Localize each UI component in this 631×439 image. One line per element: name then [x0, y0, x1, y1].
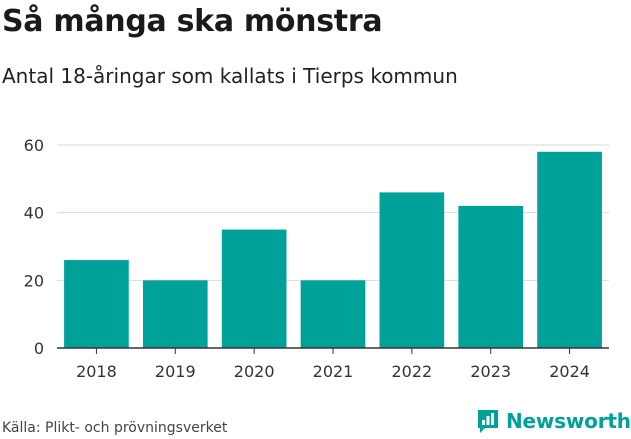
newsworthy-logo-icon — [478, 410, 498, 433]
source-note: Källa: Plikt- och prövningsverket — [2, 420, 228, 436]
bar-2020 — [221, 229, 287, 348]
chart-subtitle: Antal 18-åringar som kallats i Tierps ko… — [2, 64, 458, 88]
x-tick-label-2024: 2024 — [549, 362, 590, 381]
x-tick-label-2018: 2018 — [76, 362, 117, 381]
bar-2022 — [379, 192, 445, 348]
bar-chart: 0 20 40 60 2018 2019 2020 2021 2022 2023 2024 — [24, 136, 609, 381]
chart-title: Så många ska mönstra — [2, 4, 383, 39]
bar-2021 — [300, 280, 366, 348]
x-tick-label-2020: 2020 — [234, 362, 275, 381]
brand-name: Newsworthy — [506, 409, 631, 433]
x-tick-label-2021: 2021 — [313, 362, 354, 381]
bar-2024 — [537, 151, 602, 348]
y-tick-label-20: 20 — [24, 271, 44, 290]
bar-2019 — [142, 280, 208, 348]
brand-logo: Newsworthy — [476, 408, 631, 434]
bar-2018 — [64, 260, 129, 348]
y-tick-label-0: 0 — [34, 339, 44, 358]
y-tick-label-60: 60 — [24, 136, 44, 155]
x-tick-label-2023: 2023 — [470, 362, 511, 381]
x-tick-label-2019: 2019 — [155, 362, 196, 381]
bar-2023 — [458, 205, 524, 348]
x-tick-label-2022: 2022 — [391, 362, 432, 381]
y-tick-label-40: 40 — [24, 204, 44, 223]
